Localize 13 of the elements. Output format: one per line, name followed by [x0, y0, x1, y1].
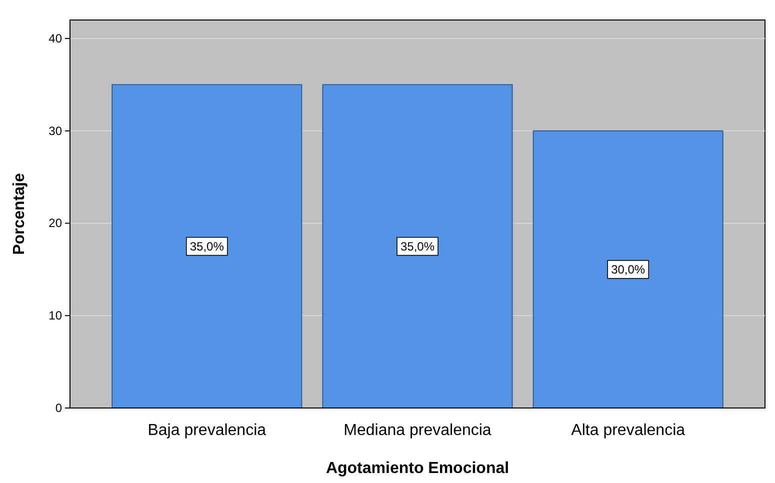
y-axis-title: Porcentaje [11, 172, 28, 255]
y-tick-label: 30 [48, 124, 62, 138]
y-tick-label: 20 [48, 216, 62, 230]
data-label: 35,0% [190, 239, 224, 254]
y-tick-label: 0 [55, 401, 62, 415]
y-tick-label: 40 [48, 31, 62, 46]
x-tick-label: Alta prevalencia [571, 422, 686, 439]
x-tick-label: Mediana prevalencia [344, 422, 492, 439]
data-label: 30,0% [611, 262, 646, 276]
data-label: 35,0% [400, 239, 435, 254]
x-axis-title: Agotamiento Emocional [326, 460, 510, 477]
x-tick-label: Baja prevalencia [148, 422, 266, 439]
y-tick-label: 10 [48, 308, 62, 323]
